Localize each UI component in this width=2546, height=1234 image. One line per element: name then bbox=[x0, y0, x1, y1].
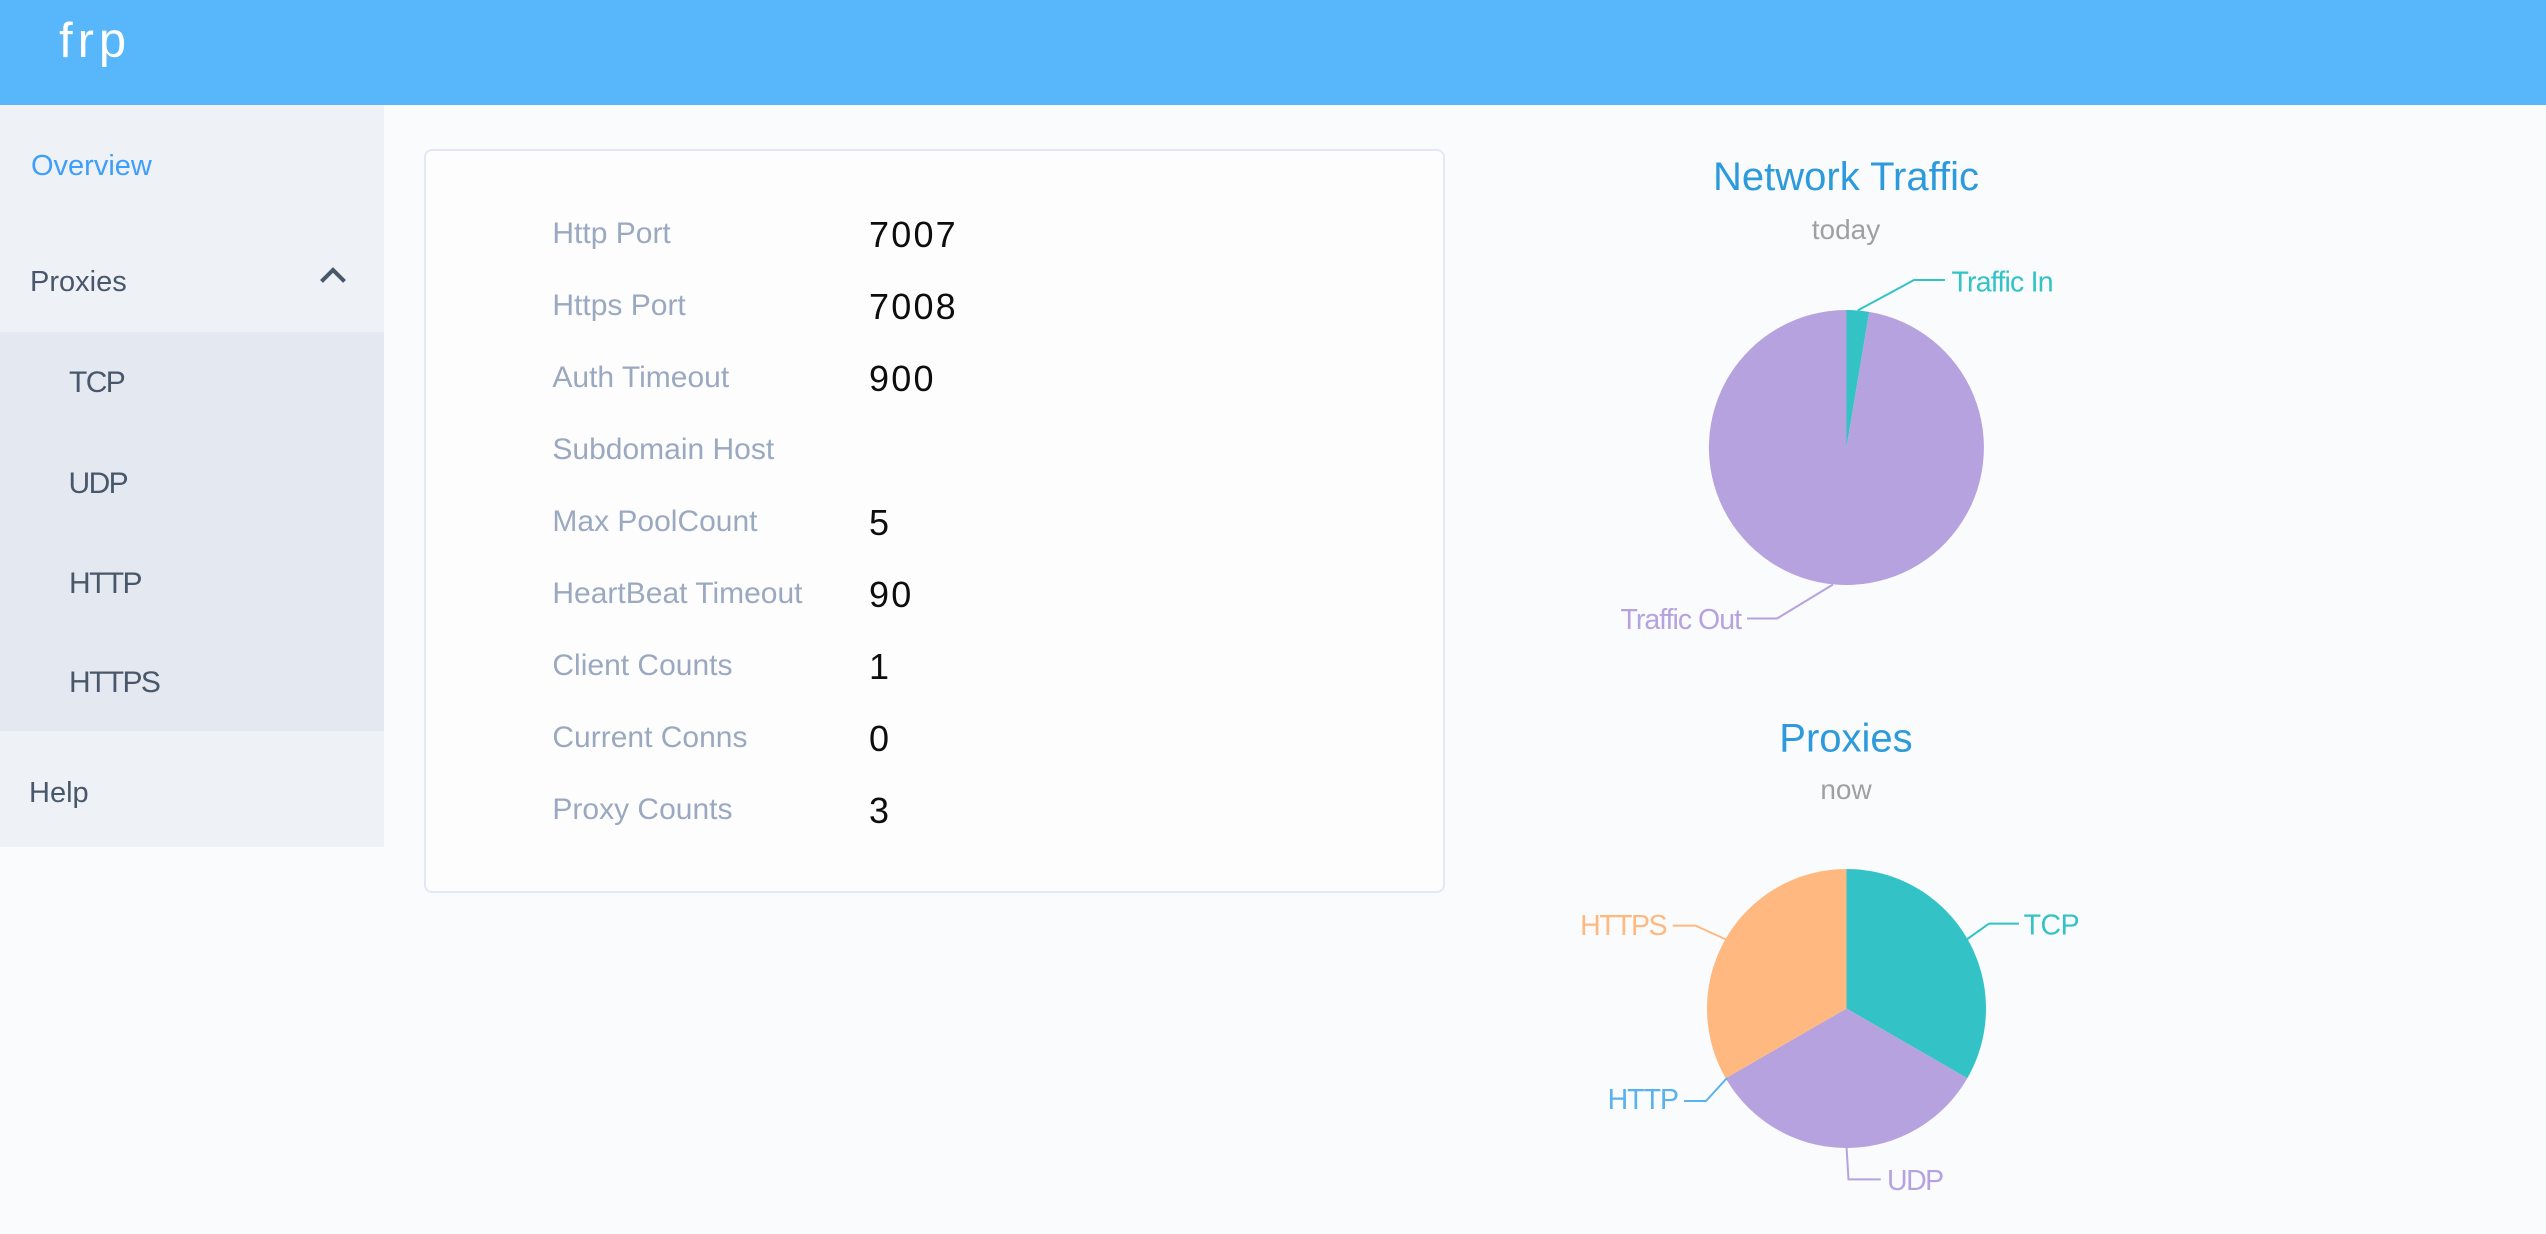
svg-text:TCP: TCP bbox=[2024, 910, 2080, 942]
svg-text:HTTPS: HTTPS bbox=[1580, 910, 1666, 942]
svg-text:today: today bbox=[1812, 214, 1881, 245]
svg-text:UDP: UDP bbox=[1887, 1165, 1943, 1197]
svg-text:Proxies: Proxies bbox=[1779, 717, 1912, 761]
svg-text:HTTP: HTTP bbox=[1608, 1084, 1678, 1116]
svg-text:Traffic In: Traffic In bbox=[1952, 267, 2053, 299]
svg-text:Network Traffic: Network Traffic bbox=[1713, 155, 1979, 199]
svg-text:Traffic Out: Traffic Out bbox=[1621, 604, 1743, 636]
svg-text:now: now bbox=[1820, 774, 1872, 805]
